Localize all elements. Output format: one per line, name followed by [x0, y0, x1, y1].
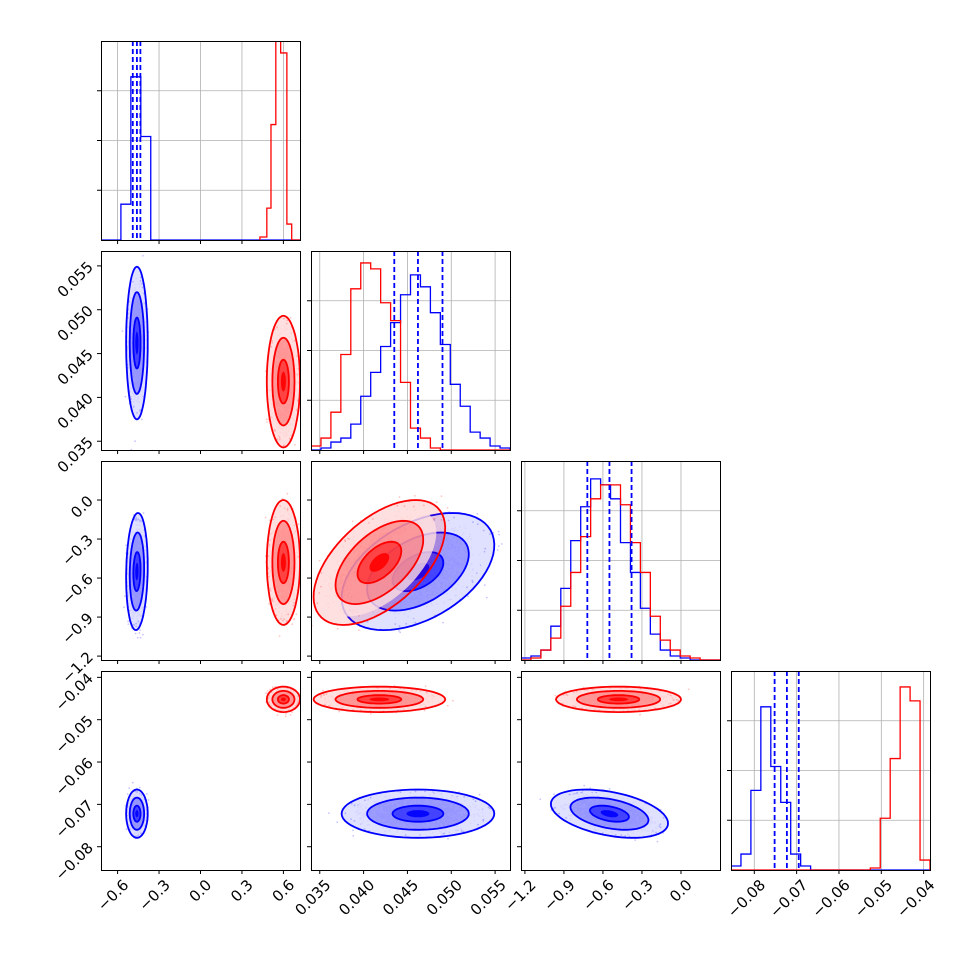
- scatter-point: [264, 516, 267, 519]
- scatter-point: [139, 629, 142, 631]
- scatter-point: [296, 399, 299, 401]
- scatter-point: [285, 322, 288, 325]
- scatter-point: [139, 519, 142, 522]
- scatter-point: [136, 636, 139, 639]
- scatter-point: [140, 418, 143, 421]
- scatter-point: [127, 623, 130, 625]
- contour-line-1: [271, 336, 296, 427]
- scatter-point: [138, 632, 141, 634]
- scatter-point: [135, 625, 138, 628]
- scatter-point: [130, 448, 133, 450]
- scatter-point: [274, 429, 277, 432]
- panel-1-0: [121, 254, 305, 450]
- scatter-point: [138, 410, 141, 412]
- scatter-point: [295, 613, 298, 616]
- contour-line-0: [132, 316, 142, 370]
- scatter-point: [265, 418, 268, 420]
- panel-2-0: [123, 492, 300, 639]
- scatter-point: [291, 623, 294, 626]
- scatter-point: [283, 444, 285, 447]
- scatter-point: [132, 406, 135, 408]
- contour-line-0: [125, 265, 149, 421]
- scatter-point: [142, 254, 144, 257]
- scatter-point: [286, 492, 289, 495]
- scatter-point: [123, 606, 125, 609]
- scatter-point: [124, 395, 127, 398]
- contour-line-1: [276, 358, 290, 405]
- scatter-point: [303, 333, 305, 335]
- contour-line-0: [128, 291, 146, 395]
- scatter-point: [286, 319, 289, 322]
- scatter-point: [139, 636, 142, 639]
- scatter-point: [293, 618, 296, 620]
- scatter-point: [296, 355, 298, 358]
- scatter-point: [294, 443, 296, 446]
- scatter-point: [127, 620, 129, 623]
- scatter-point: [133, 623, 135, 626]
- scatter-point: [289, 316, 292, 319]
- scatter-point: [139, 408, 142, 411]
- scatter-point: [130, 398, 133, 400]
- scatter-point: [137, 518, 140, 521]
- scatter-point: [121, 330, 124, 332]
- scatter-point: [276, 326, 278, 329]
- scatter-point: [273, 428, 276, 431]
- scatter-point: [266, 421, 268, 423]
- scatter-point: [142, 633, 144, 636]
- scatter-point: [278, 438, 281, 441]
- scatter-point: [283, 317, 285, 320]
- density-core-0: [135, 331, 139, 355]
- scatter-point: [125, 544, 127, 547]
- scatter-point: [134, 440, 137, 443]
- contour-line-1: [265, 314, 300, 449]
- scatter-point: [270, 345, 273, 348]
- scatter-point: [271, 340, 274, 342]
- scatter-point: [139, 276, 142, 279]
- density-core-1: [280, 371, 286, 392]
- scatter-point: [134, 632, 137, 635]
- scatter-point: [142, 512, 145, 514]
- scatter-point: [140, 282, 143, 285]
- scatter-point: [136, 412, 138, 414]
- scatter-point: [293, 339, 296, 342]
- scatter-point: [288, 437, 291, 440]
- scatter-point: [124, 595, 126, 598]
- scatter-point: [271, 342, 274, 344]
